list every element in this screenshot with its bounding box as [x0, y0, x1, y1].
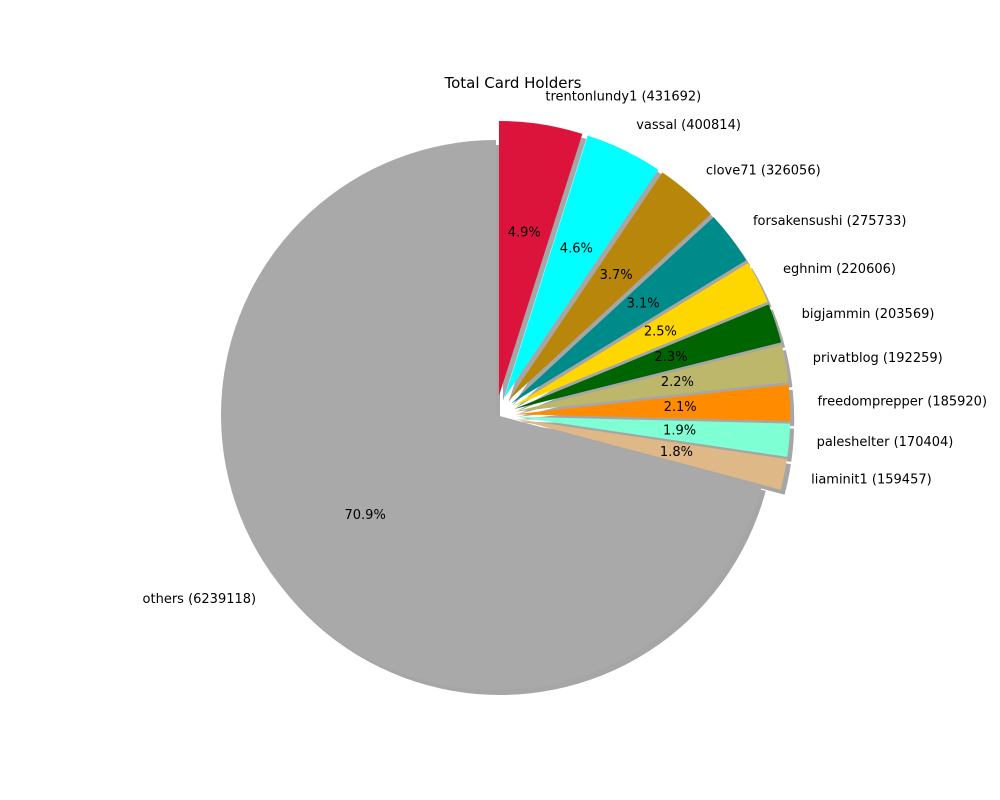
slice-label-vassal: vassal (400814): [636, 118, 741, 133]
pie-slice-others: [220, 140, 762, 690]
percent-labels: 4.9% 4.6% 3.7% 3.1% 2.5% 2.3% 2.2% 2.1% 1.9% 1.8%…: [345, 225, 697, 523]
percent-label-forsakensushi: 3.1%: [627, 297, 660, 312]
percent-label-clove71: 3.7%: [600, 268, 633, 283]
pie-slice-trentonlundy1: [498, 120, 583, 396]
pie-slices: [220, 120, 791, 690]
pie-slice-freedomprepper: [515, 384, 791, 422]
slice-label-trentonlundy1: trentonlundy1 (431692): [545, 90, 701, 105]
slice-label-others: others (6239118): [143, 592, 257, 607]
percent-label-vassal: 4.6%: [560, 242, 593, 257]
pie-slice-paleshelter: [515, 416, 791, 457]
percent-label-eghnim: 2.5%: [644, 324, 677, 339]
slice-label-eghnim: eghnim (220606): [783, 262, 896, 277]
slice-label-liaminit1: liaminit1 (159457): [811, 473, 932, 488]
percent-label-others: 70.9%: [345, 508, 386, 523]
pie-slice-vassal: [504, 135, 659, 398]
slice-labels: trentonlundy1 (431692) vassal (400814) clo…: [143, 90, 988, 607]
pie-slice-bigjammin: [514, 304, 782, 409]
slice-label-clove71: clove71 (326056): [706, 164, 821, 179]
pie-slice-forsakensushi: [511, 217, 747, 404]
pie-slice-liaminit1: [514, 418, 787, 490]
pie-slice-clove71: [508, 172, 711, 401]
slice-label-forsakensushi: forsakensushi (275733): [753, 214, 906, 229]
chart-title: Total Card Holders: [443, 74, 581, 92]
pie-slice-eghnim: [513, 263, 768, 407]
slice-label-freedomprepper: freedomprepper (185920): [817, 394, 987, 409]
percent-label-liaminit1: 1.8%: [660, 445, 693, 460]
percent-label-freedomprepper: 2.1%: [664, 400, 697, 415]
percent-label-paleshelter: 1.9%: [663, 423, 696, 438]
percent-label-privatblog: 2.2%: [661, 375, 694, 390]
slice-label-privatblog: privatblog (192259): [813, 351, 943, 366]
slice-label-bigjammin: bigjammin (203569): [802, 307, 935, 322]
slice-label-paleshelter: paleshelter (170404): [817, 435, 954, 450]
percent-label-bigjammin: 2.3%: [655, 350, 688, 365]
percent-label-trentonlundy1: 4.9%: [508, 225, 541, 240]
pie-slice-privatblog: [514, 345, 789, 412]
